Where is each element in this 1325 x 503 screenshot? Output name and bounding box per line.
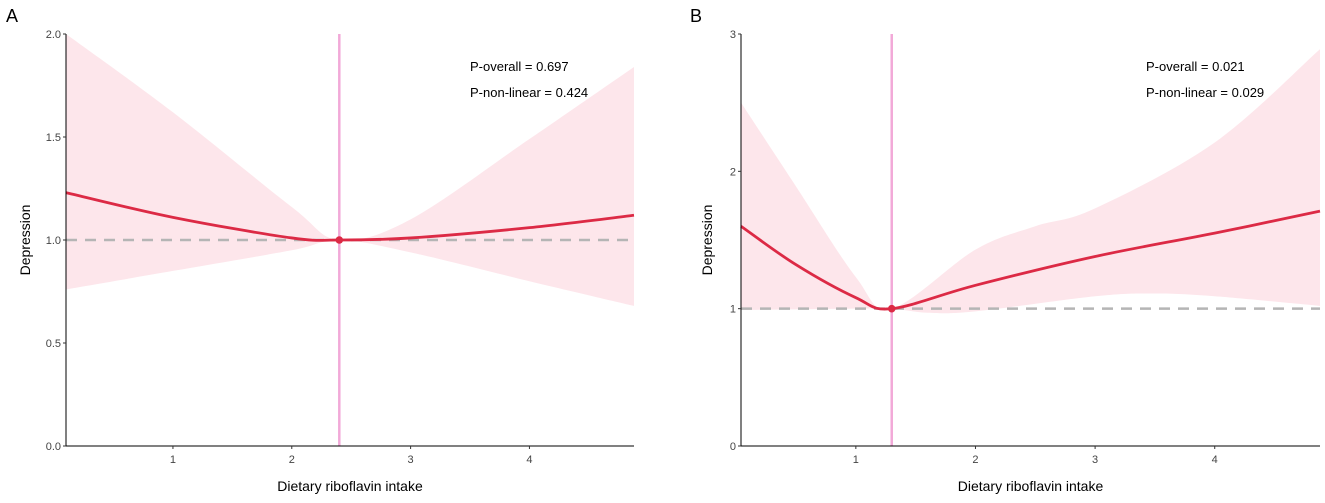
x-tick-label: 2 — [289, 454, 295, 466]
x-tick-label: 3 — [408, 454, 414, 466]
x-axis-label: Dietary riboflavin intake — [958, 478, 1104, 494]
y-tick-label: 0 — [730, 441, 736, 453]
x-tick-label: 4 — [1212, 454, 1218, 466]
x-tick-label: 2 — [972, 454, 978, 466]
y-tick-label: 0.0 — [46, 441, 61, 453]
y-tick-label: 1.0 — [46, 235, 61, 247]
y-tick-label: 2.0 — [46, 29, 61, 41]
y-axis-label: Depression — [17, 205, 33, 276]
x-axis-label: Dietary riboflavin intake — [277, 478, 423, 494]
y-tick-label: 0.5 — [46, 338, 61, 350]
confidence-band — [741, 49, 1320, 314]
p-value-annotation: P-non-linear = 0.029 — [1146, 85, 1264, 100]
confidence-band — [66, 34, 634, 306]
x-tick-label: 3 — [1092, 454, 1098, 466]
p-value-annotation: P-overall = 0.021 — [1146, 59, 1245, 74]
x-tick-label: 1 — [853, 454, 859, 466]
p-value-annotation: P-overall = 0.697 — [470, 59, 569, 74]
panel-a: 0.0 0.5 1.0 1.5 2.0 1 2 3 4 Dietary riboflavin in… — [6, 6, 635, 494]
p-value-annotation: P-non-linear = 0.424 — [470, 85, 588, 100]
y-tick-label: 3 — [730, 29, 736, 41]
y-tick-label: 2 — [730, 166, 736, 178]
x-tick-label: 4 — [526, 454, 532, 466]
reference-point — [335, 236, 344, 244]
estimate-curve — [740, 209, 1321, 311]
y-tick-label: 1.5 — [46, 132, 61, 144]
panel-label: B — [690, 6, 702, 26]
y-axis-label: Depression — [699, 205, 715, 276]
x-tick-label: 1 — [170, 454, 176, 466]
reference-point — [887, 304, 896, 313]
y-tick-label: 1 — [730, 304, 736, 316]
panel-label: A — [6, 6, 18, 26]
panel-b: 0 1 2 3 1 2 3 4 Dietary riboflavin intake Depress… — [690, 6, 1321, 494]
